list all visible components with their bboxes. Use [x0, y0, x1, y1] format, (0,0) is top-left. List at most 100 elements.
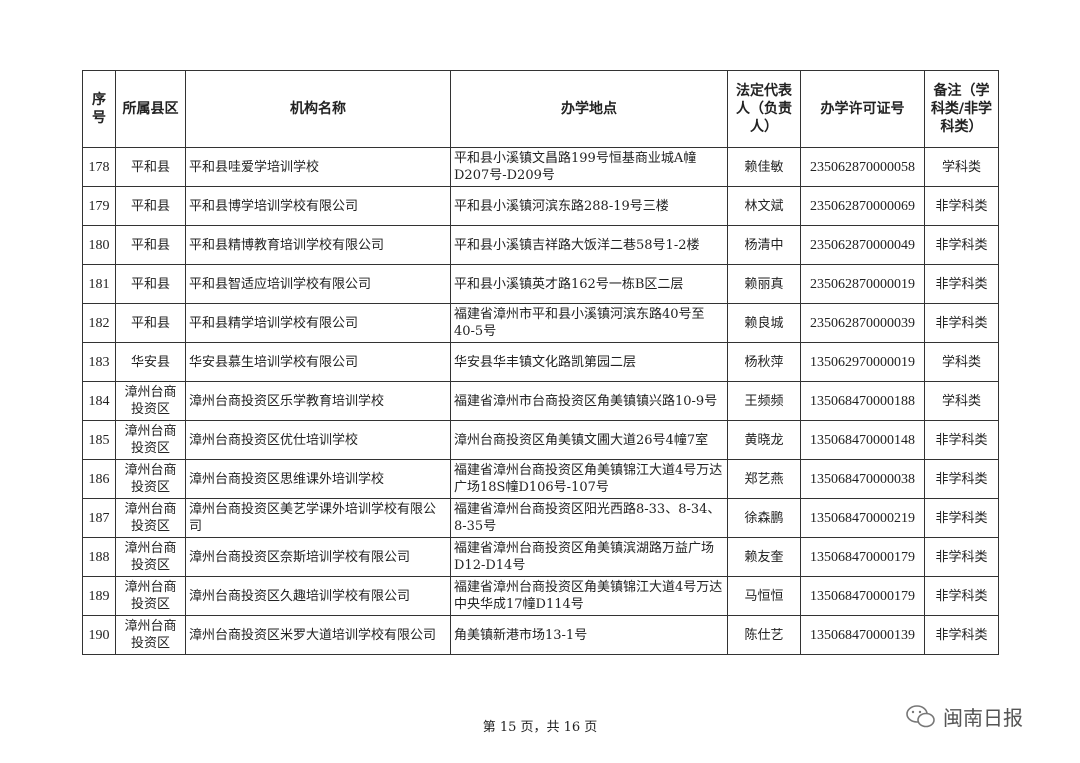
- table-row: 183 华安县 华安县慕生培训学校有限公司 华安县华丰镇文化路凯第园二层 杨秋萍 1350…: [82, 342, 999, 382]
- cell-representative: 赖丽真: [727, 264, 801, 304]
- cell-county: 漳州台商投资区: [115, 615, 186, 655]
- cell-license: 235062870000069: [800, 186, 925, 226]
- cell-license: 235062870000039: [800, 303, 925, 343]
- header-name: 机构名称: [185, 70, 451, 148]
- cell-remark: 非学科类: [924, 420, 999, 460]
- cell-name: 漳州台商投资区乐学教育培训学校: [185, 381, 451, 421]
- cell-address: 平和县小溪镇吉祥路大饭洋二巷58号1-2楼: [450, 225, 728, 265]
- cell-county: 平和县: [115, 147, 186, 187]
- cell-license: 235062870000058: [800, 147, 925, 187]
- cell-representative: 林文斌: [727, 186, 801, 226]
- cell-county: 漳州台商投资区: [115, 381, 186, 421]
- cell-license: 235062870000019: [800, 264, 925, 304]
- cell-county: 漳州台商投资区: [115, 459, 186, 499]
- table-row: 179 平和县 平和县博学培训学校有限公司 平和县小溪镇河滨东路288-19号三楼 林文…: [82, 186, 999, 226]
- cell-license: 135068470000038: [800, 459, 925, 499]
- cell-index: 185: [82, 420, 116, 460]
- wechat-icon: [906, 704, 935, 727]
- cell-representative: 赖良城: [727, 303, 801, 343]
- institution-table: 序号 所属县区 机构名称 办学地点 法定代表人（负责人） 办学许可证号 备注（学…: [82, 70, 999, 655]
- cell-county: 平和县: [115, 186, 186, 226]
- cell-remark: 学科类: [924, 381, 999, 421]
- cell-index: 182: [82, 303, 116, 343]
- cell-representative: 杨清中: [727, 225, 801, 265]
- cell-license: 135068470000139: [800, 615, 925, 655]
- table-row: 178 平和县 平和县哇爱学培训学校 平和县小溪镇文昌路199号恒基商业城A幢D207…: [82, 147, 999, 187]
- header-license: 办学许可证号: [800, 70, 925, 148]
- cell-index: 190: [82, 615, 116, 655]
- cell-county: 漳州台商投资区: [115, 498, 186, 538]
- cell-remark: 非学科类: [924, 225, 999, 265]
- cell-name: 漳州台商投资区米罗大道培训学校有限公司: [185, 615, 451, 655]
- page-footer: 第 15 页，共 16 页: [482, 720, 598, 735]
- table-row: 189 漳州台商投资区 漳州台商投资区久趣培训学校有限公司 福建省漳州台商投资区角美镇…: [82, 576, 999, 616]
- cell-license: 235062870000049: [800, 225, 925, 265]
- table-row: 186 漳州台商投资区 漳州台商投资区思维课外培训学校 福建省漳州台商投资区角美镇锦江…: [82, 459, 999, 499]
- cell-index: 187: [82, 498, 116, 538]
- cell-representative: 杨秋萍: [727, 342, 801, 382]
- cell-address: 福建省漳州市台商投资区角美镇镇兴路10-9号: [450, 381, 728, 421]
- table-row: 182 平和县 平和县精学培训学校有限公司 福建省漳州市平和县小溪镇河滨东路40号至4…: [82, 303, 999, 343]
- table-row: 181 平和县 平和县智适应培训学校有限公司 平和县小溪镇英才路162号一栋B区二层赖…: [82, 264, 999, 304]
- cell-county: 漳州台商投资区: [115, 420, 186, 460]
- cell-index: 181: [82, 264, 116, 304]
- cell-license: 135068470000179: [800, 576, 925, 616]
- cell-name: 华安县慕生培训学校有限公司: [185, 342, 451, 382]
- table-header: 序号 所属县区 机构名称 办学地点 法定代表人（负责人） 办学许可证号 备注（学…: [82, 70, 999, 148]
- cell-name: 漳州台商投资区思维课外培训学校: [185, 459, 451, 499]
- table-row: 184 漳州台商投资区 漳州台商投资区乐学教育培训学校 福建省漳州市台商投资区角美镇镇…: [82, 381, 999, 421]
- cell-representative: 马恒恒: [727, 576, 801, 616]
- cell-index: 184: [82, 381, 116, 421]
- cell-remark: 非学科类: [924, 459, 999, 499]
- cell-name: 平和县哇爱学培训学校: [185, 147, 451, 187]
- header-representative: 法定代表人（负责人）: [727, 70, 801, 148]
- cell-representative: 王频频: [727, 381, 801, 421]
- cell-index: 180: [82, 225, 116, 265]
- watermark: 闽南日报: [905, 702, 1023, 731]
- cell-address: 平和县小溪镇英才路162号一栋B区二层: [450, 264, 728, 304]
- cell-name: 漳州台商投资区美艺学课外培训学校有限公司: [185, 498, 451, 538]
- watermark-text: 闽南日报: [943, 706, 1023, 730]
- cell-representative: 郑艺燕: [727, 459, 801, 499]
- cell-index: 188: [82, 537, 116, 577]
- cell-representative: 赖友奎: [727, 537, 801, 577]
- cell-county: 平和县: [115, 303, 186, 343]
- cell-license: 135068470000179: [800, 537, 925, 577]
- cell-county: 平和县: [115, 264, 186, 304]
- cell-county: 漳州台商投资区: [115, 576, 186, 616]
- cell-representative: 赖佳敏: [727, 147, 801, 187]
- header-county: 所属县区: [115, 70, 186, 148]
- cell-index: 183: [82, 342, 116, 382]
- cell-address: 福建省漳州台商投资区角美镇锦江大道4号万达广场18S幢D106号-107号: [450, 459, 728, 499]
- cell-remark: 学科类: [924, 147, 999, 187]
- cell-name: 漳州台商投资区久趣培训学校有限公司: [185, 576, 451, 616]
- cell-remark: 非学科类: [924, 576, 999, 616]
- cell-remark: 非学科类: [924, 303, 999, 343]
- table-row: 190 漳州台商投资区 漳州台商投资区米罗大道培训学校有限公司 角美镇新港市场13-1…: [82, 615, 999, 655]
- header-address: 办学地点: [450, 70, 728, 148]
- table-row: 180 平和县 平和县精博教育培训学校有限公司 平和县小溪镇吉祥路大饭洋二巷58号1-…: [82, 225, 999, 265]
- cell-address: 福建省漳州市平和县小溪镇河滨东路40号至40-5号: [450, 303, 728, 343]
- cell-license: 135062970000019: [800, 342, 925, 382]
- cell-address: 平和县小溪镇河滨东路288-19号三楼: [450, 186, 728, 226]
- cell-address: 福建省漳州台商投资区阳光西路8-33、8-34、8-35号: [450, 498, 728, 538]
- cell-address: 角美镇新港市场13-1号: [450, 615, 728, 655]
- header-remark: 备注（学科类/非学科类）: [924, 70, 999, 148]
- table-row: 188 漳州台商投资区 漳州台商投资区奈斯培训学校有限公司 福建省漳州台商投资区角美镇…: [82, 537, 999, 577]
- cell-address: 福建省漳州台商投资区角美镇锦江大道4号万达中央华成17幢D114号: [450, 576, 728, 616]
- cell-remark: 非学科类: [924, 498, 999, 538]
- cell-index: 186: [82, 459, 116, 499]
- cell-name: 平和县精学培训学校有限公司: [185, 303, 451, 343]
- cell-address: 福建省漳州台商投资区角美镇滨湖路万益广场D12-D14号: [450, 537, 728, 577]
- cell-county: 华安县: [115, 342, 186, 382]
- cell-remark: 非学科类: [924, 264, 999, 304]
- cell-address: 漳州台商投资区角美镇文圃大道26号4幢7室: [450, 420, 728, 460]
- header-index: 序号: [82, 70, 116, 148]
- cell-county: 平和县: [115, 225, 186, 265]
- cell-county: 漳州台商投资区: [115, 537, 186, 577]
- cell-name: 平和县智适应培训学校有限公司: [185, 264, 451, 304]
- cell-remark: 非学科类: [924, 615, 999, 655]
- cell-remark: 学科类: [924, 342, 999, 382]
- cell-name: 漳州台商投资区优仕培训学校: [185, 420, 451, 460]
- cell-representative: 徐森鹏: [727, 498, 801, 538]
